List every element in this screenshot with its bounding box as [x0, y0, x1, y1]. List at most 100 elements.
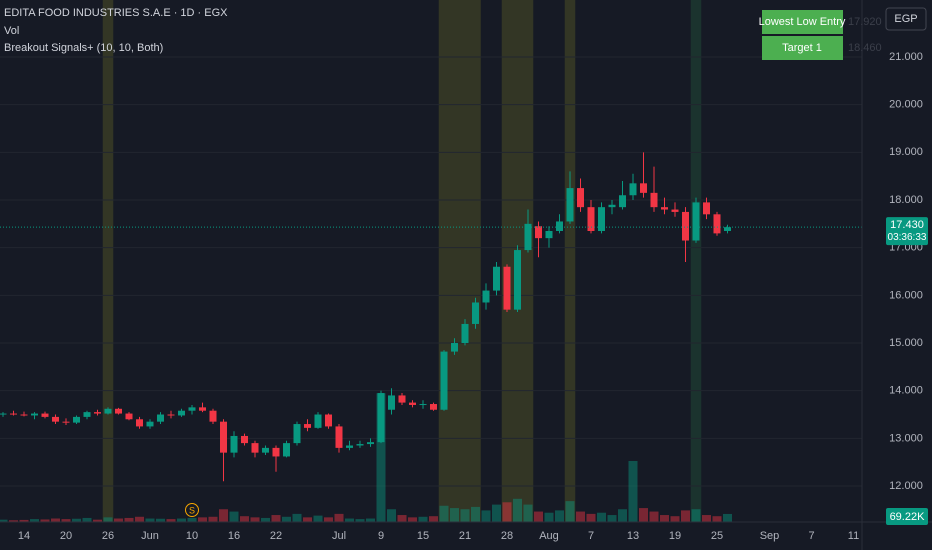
candle-body — [209, 410, 217, 422]
candle-body — [619, 195, 626, 208]
candle-body — [451, 343, 458, 352]
volume-bar — [649, 511, 659, 522]
y-tick-label: 21.000 — [889, 51, 923, 63]
candle-body — [650, 192, 658, 208]
x-tick-label: 11 — [848, 530, 859, 542]
x-tick-label: 16 — [228, 530, 240, 542]
candle-body — [545, 230, 553, 239]
x-tick-label: 10 — [186, 530, 198, 542]
volume-bar — [334, 513, 344, 522]
volume-bar — [681, 510, 690, 522]
candle-body — [10, 413, 17, 415]
candle-body — [587, 207, 595, 231]
volume-bar — [366, 518, 375, 522]
candle-body — [314, 414, 322, 428]
candle-body — [713, 214, 721, 234]
volume-bar — [471, 506, 480, 522]
candle-body — [262, 447, 269, 453]
volume-bar — [408, 517, 417, 522]
volume-bar — [544, 512, 554, 522]
candle-body — [104, 408, 112, 414]
y-tick-label: 18.000 — [889, 194, 923, 206]
volume-bar — [639, 508, 648, 522]
x-tick-label: 25 — [711, 530, 723, 542]
x-tick-label: 14 — [18, 530, 30, 542]
last-price-box — [886, 217, 928, 246]
candle-body — [283, 443, 290, 457]
x-tick-label: 9 — [378, 530, 384, 542]
volume-bar — [166, 519, 176, 522]
x-tick-label: Sep — [760, 530, 780, 542]
x-tick-label: 19 — [669, 530, 681, 542]
volume-bar — [691, 509, 701, 522]
signal-band — [690, 0, 702, 522]
currency-button[interactable] — [885, 7, 927, 31]
candle-body — [472, 302, 479, 324]
candle-body — [682, 211, 689, 241]
candle-body — [293, 424, 301, 444]
volume-bar — [387, 509, 396, 522]
volume-bar — [282, 516, 291, 522]
chart-title: EDITA FOOD INDUSTRIES S.A.E · 1D · EGX — [4, 7, 228, 19]
indicator-label: Vol — [4, 25, 19, 37]
candle-body — [178, 410, 185, 416]
candle-body — [440, 351, 448, 410]
y-tick-label: 16.000 — [889, 289, 923, 301]
candle-body — [199, 407, 206, 411]
candle-body — [31, 413, 38, 416]
y-tick-label: 20.000 — [889, 99, 923, 111]
volume-bar — [72, 518, 81, 522]
volume-bar — [219, 509, 228, 522]
candle-body — [0, 413, 7, 415]
volume-bar — [618, 509, 627, 522]
y-tick-label: 12.000 — [889, 480, 923, 492]
candle-body — [325, 414, 332, 427]
y-tick-label: 14.000 — [889, 385, 923, 397]
candle-body — [251, 443, 259, 453]
signal-band — [438, 0, 481, 522]
candle-body — [524, 223, 532, 251]
volume-bar — [418, 516, 428, 522]
candle-body — [115, 408, 122, 414]
x-tick-label: 20 — [60, 530, 72, 542]
x-tick-label: 26 — [102, 530, 114, 542]
volume-bar — [555, 510, 564, 522]
candle-body — [608, 204, 616, 208]
volume-bar — [240, 516, 249, 522]
last-volume-label: 69.22K — [890, 511, 926, 523]
volume-bar — [670, 516, 680, 522]
last-volume-box — [886, 508, 928, 525]
currency-label[interactable]: EGP — [894, 13, 917, 25]
volume-bar — [397, 515, 407, 522]
volume-bar — [513, 498, 522, 522]
volume-bar — [103, 517, 113, 522]
volume-bar — [61, 519, 71, 522]
candle-body — [20, 414, 28, 416]
candle-body — [556, 221, 563, 231]
volume-bar — [114, 518, 123, 522]
candle-body — [136, 419, 143, 427]
candle-body — [577, 188, 584, 208]
x-tick-label: Aug — [539, 530, 559, 542]
volume-bar — [607, 515, 617, 522]
volume-bar — [355, 519, 365, 522]
volume-bar — [313, 515, 323, 522]
candle-body — [157, 414, 164, 422]
volume-bar — [534, 511, 543, 522]
candle-body — [356, 444, 364, 446]
volume-bar — [481, 510, 491, 522]
volume-bar — [40, 519, 50, 522]
volume-bar — [156, 518, 165, 522]
last-price-label: 17.430 — [890, 219, 924, 231]
volume-bar — [712, 516, 722, 522]
volume-bar — [292, 513, 302, 522]
candle-body — [52, 416, 59, 422]
countdown: 03:36:33 — [888, 232, 927, 243]
candle-body — [692, 202, 700, 241]
volume-bar — [628, 460, 638, 522]
level-name: Lowest Low Entry — [759, 16, 846, 28]
candle-body — [629, 183, 637, 196]
candle-body — [661, 207, 668, 210]
volume-bar — [9, 520, 18, 522]
